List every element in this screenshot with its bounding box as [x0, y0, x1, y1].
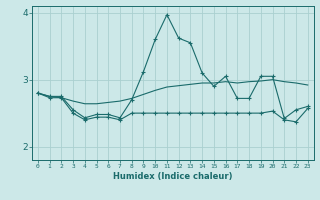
- X-axis label: Humidex (Indice chaleur): Humidex (Indice chaleur): [113, 172, 233, 181]
